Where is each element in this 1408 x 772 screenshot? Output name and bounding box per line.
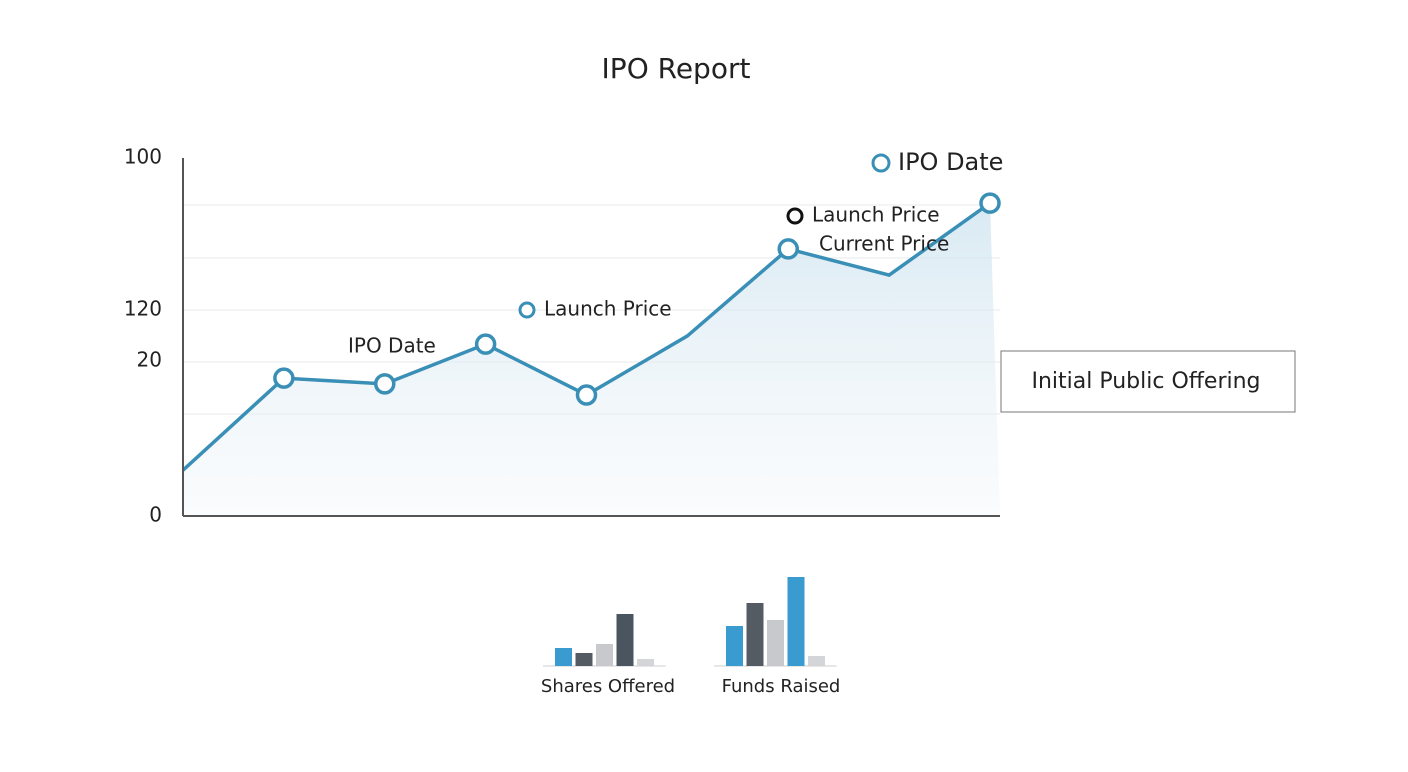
annotation: IPO Date bbox=[348, 334, 436, 358]
point bbox=[273, 367, 295, 389]
bar bbox=[637, 659, 654, 666]
point bbox=[575, 384, 598, 406]
bar bbox=[787, 577, 805, 666]
annotation-marker bbox=[871, 153, 891, 173]
annotation: Current Price bbox=[819, 232, 949, 256]
bar bbox=[555, 648, 572, 666]
chart-title: IPO Report bbox=[602, 52, 751, 85]
callout-box bbox=[1000, 350, 1296, 413]
area bbox=[183, 203, 1000, 516]
bar bbox=[726, 626, 743, 666]
bar bbox=[596, 644, 613, 666]
point bbox=[777, 238, 799, 260]
bar bbox=[767, 620, 784, 666]
annotation: IPO Date bbox=[898, 148, 1003, 176]
bar bbox=[746, 603, 764, 666]
y-tick-label: 100 bbox=[124, 145, 162, 169]
annotation: Launch Price bbox=[544, 297, 672, 321]
y-tick-label: 20 bbox=[137, 348, 162, 372]
annotation-marker bbox=[786, 207, 804, 225]
y-tick-label: 0 bbox=[149, 503, 162, 527]
y-tick-label: 120 bbox=[124, 297, 162, 321]
annotation: Launch Price bbox=[812, 203, 940, 227]
point bbox=[474, 333, 497, 355]
callout: Initial Public Offering bbox=[1031, 369, 1260, 394]
bar bbox=[808, 656, 825, 666]
bar-chart-title: Funds Raised bbox=[722, 676, 841, 697]
point bbox=[979, 192, 1001, 214]
bar bbox=[575, 653, 593, 666]
bar bbox=[616, 614, 634, 666]
annotation-marker bbox=[518, 301, 536, 319]
bar-chart-title: Shares Offered bbox=[541, 676, 675, 697]
point bbox=[374, 373, 396, 395]
